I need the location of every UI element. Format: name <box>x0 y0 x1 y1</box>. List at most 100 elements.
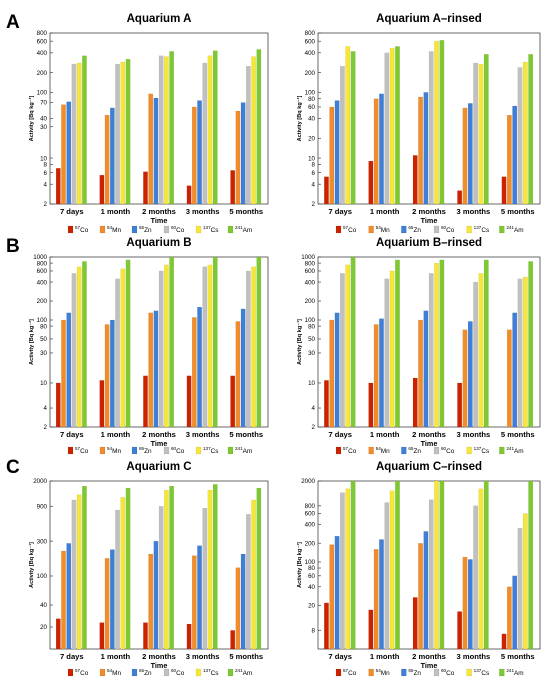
legend-label-element: Am <box>514 448 524 455</box>
legend-label-element: Co <box>348 670 357 677</box>
legend-label-mass: 65 <box>408 225 414 230</box>
legend-label: 54Mn <box>376 225 390 234</box>
bar-241am <box>256 49 262 205</box>
legend-label-element: Zn <box>144 227 152 234</box>
bar-54mn <box>191 555 197 650</box>
legend-label-element: Zn <box>413 227 421 234</box>
bar-241am <box>528 480 534 650</box>
bar-137cs <box>345 264 351 428</box>
bar-137cs <box>478 63 484 205</box>
legend-label: 57Co <box>75 446 89 455</box>
y-tick-label: 8 <box>44 162 48 169</box>
legend-swatch-54mn <box>99 225 106 234</box>
chart-title: Aquarium B <box>126 237 191 249</box>
bar-65zn <box>379 539 384 650</box>
legend-label: 57Co <box>343 446 357 455</box>
legend-label: 137Cs <box>203 668 218 677</box>
x-tick-label: 5 months <box>501 652 535 661</box>
legend-label: 65Zn <box>139 225 152 234</box>
legend-label-element: Zn <box>144 448 152 455</box>
bar-65zn <box>423 531 429 650</box>
bar-137cs <box>164 264 169 428</box>
y-tick-label: 600 <box>37 268 48 275</box>
bar-57co <box>230 375 236 428</box>
bar-54mn <box>104 558 110 650</box>
bar-137cs <box>478 488 484 650</box>
x-tick-label: 7 days <box>328 652 352 661</box>
bar-54mn <box>462 107 468 205</box>
bar-57co <box>412 155 418 205</box>
x-tick-label: 2 months <box>142 652 176 661</box>
legend-label: 57Co <box>75 225 89 234</box>
legend-swatch-57co <box>335 225 342 234</box>
bar-60co <box>428 273 434 428</box>
bar-241am <box>483 480 489 650</box>
bar-57co <box>324 380 329 428</box>
y-tick-label: 600 <box>37 38 48 45</box>
bar-241am <box>256 256 262 428</box>
bar-241am <box>82 486 87 650</box>
bar-65zn <box>379 93 384 205</box>
legend-label-element: Mn <box>381 448 390 455</box>
legend-swatch-60co <box>433 668 440 677</box>
legend-swatch-54mn <box>99 668 106 677</box>
bar-57co <box>412 377 418 428</box>
legend-label-mass: 65 <box>139 225 145 230</box>
y-tick-label: 400 <box>305 522 316 529</box>
bar-60co <box>246 270 251 428</box>
bar-60co <box>158 506 164 650</box>
y-tick-label: 200 <box>37 298 48 305</box>
bar-137cs <box>434 262 439 428</box>
bar-54mn <box>104 114 110 205</box>
legend-label-mass: 241 <box>506 446 514 451</box>
y-tick-label: 900 <box>37 504 48 511</box>
x-tick-label: 2 months <box>142 430 176 439</box>
y-tick-label: 40 <box>308 584 315 591</box>
bar-65zn <box>512 575 518 650</box>
x-axis-label: Time <box>151 439 168 448</box>
legend-label: 137Cs <box>203 446 218 455</box>
legend-label-mass: 60 <box>171 668 177 673</box>
legend-label-mass: 60 <box>171 225 177 230</box>
legend-label-element: Mn <box>112 670 121 677</box>
bar-57co <box>412 597 418 650</box>
y-tick-label: 4 <box>44 405 48 412</box>
legend-label: 60Co <box>441 668 455 677</box>
legend-label: 65Zn <box>408 668 421 677</box>
bar-241am <box>528 54 534 205</box>
x-tick-label: 3 months <box>186 207 220 216</box>
bar-241am <box>350 480 356 650</box>
legend: 57Co 54Mn 65Zn 60Co 137Cs 241Am <box>67 668 252 677</box>
panel-row-label-a: A <box>6 12 20 33</box>
legend-label-element: Zn <box>144 670 152 677</box>
bar-65zn <box>423 92 429 205</box>
y-tick-label: 10 <box>308 155 315 162</box>
x-tick-label: 1 month <box>101 430 131 439</box>
bar-65zn <box>240 553 246 650</box>
legend-label-mass: 241 <box>235 225 243 230</box>
y-tick-label: 800 <box>37 30 48 37</box>
bar-241am <box>439 40 445 205</box>
chart-panel-6: Aquarium C–rinsed82040608010020040060080… <box>296 461 541 677</box>
legend-label-mass: 57 <box>75 225 81 230</box>
legend-label: 60Co <box>171 225 185 234</box>
legend-swatch-137cs <box>466 668 472 677</box>
y-tick-label: 10 <box>40 380 47 387</box>
y-tick-label: 400 <box>37 50 48 57</box>
legend-swatch-241am <box>227 668 234 677</box>
legend-swatch-137cs <box>195 446 202 455</box>
legend-label: 65Zn <box>408 225 421 234</box>
y-tick-label: 2 <box>44 201 48 208</box>
y-tick-label: 400 <box>37 279 48 286</box>
legend-label-element: Co <box>348 227 357 234</box>
bar-57co <box>457 382 463 428</box>
bar-241am <box>439 480 445 650</box>
row-label-a: A <box>6 12 20 33</box>
legend-label-mass: 57 <box>343 668 349 673</box>
legend-label: 54Mn <box>107 225 121 234</box>
y-tick-label: 8 <box>312 627 316 634</box>
legend-label: 54Mn <box>376 446 390 455</box>
legend-label: 65Zn <box>139 668 152 677</box>
legend-swatch-57co <box>67 668 74 677</box>
legend-swatch-60co <box>433 225 440 234</box>
